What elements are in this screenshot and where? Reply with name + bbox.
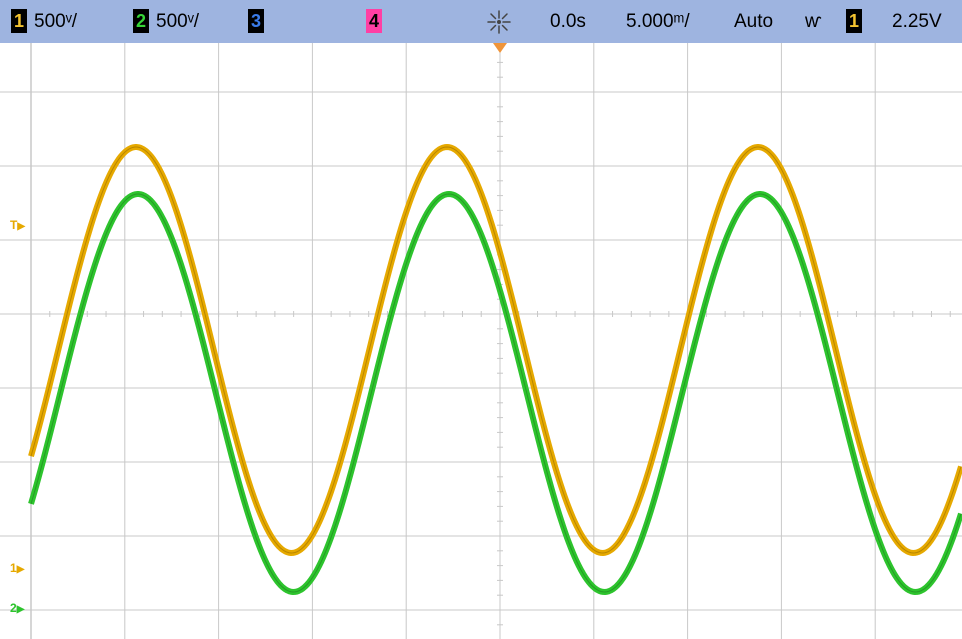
marker-arrow-icon: ▶ [17,221,26,232]
channel-2-ground-marker[interactable]: 2▶ [10,601,25,615]
channel-4-badge[interactable]: 4 [366,9,382,33]
trigger-slope-icon[interactable]: ⱳ [805,11,821,32]
channel-1-scale[interactable]: 500ᵛ/ [34,11,78,32]
trigger-source-badge[interactable]: 1 [846,9,862,33]
status-bar: 1 500ᵛ/ 2 500ᵛ/ 3 4 0.0s 5.000ᵐ/ Auto ⱳ … [0,0,962,43]
marker-arrow-icon: ▶ [16,604,25,615]
waveform-display[interactable] [0,43,962,639]
trigger-mode[interactable]: Auto [734,11,774,32]
channel-2-trace-edge [30,193,962,593]
channel-1-badge[interactable]: 1 [11,9,27,33]
trigger-level-marker[interactable]: T▶ [10,218,26,232]
channel-1-ground-marker[interactable]: 1▶ [10,561,25,575]
channel-2-badge[interactable]: 2 [133,9,149,33]
trigger-position-marker[interactable] [493,43,507,53]
channel-3-badge[interactable]: 3 [248,9,264,33]
channel-1-trace-edge [30,146,962,554]
run-star-icon[interactable] [486,9,512,35]
timebase-readout[interactable]: 5.000ᵐ/ [626,11,690,32]
delay-readout[interactable]: 0.0s [550,11,586,32]
marker-arrow-icon: ▶ [16,564,25,575]
channel-2-scale[interactable]: 500ᵛ/ [156,11,200,32]
display-background [0,43,962,639]
trigger-level-readout[interactable]: 2.25V [892,11,942,32]
